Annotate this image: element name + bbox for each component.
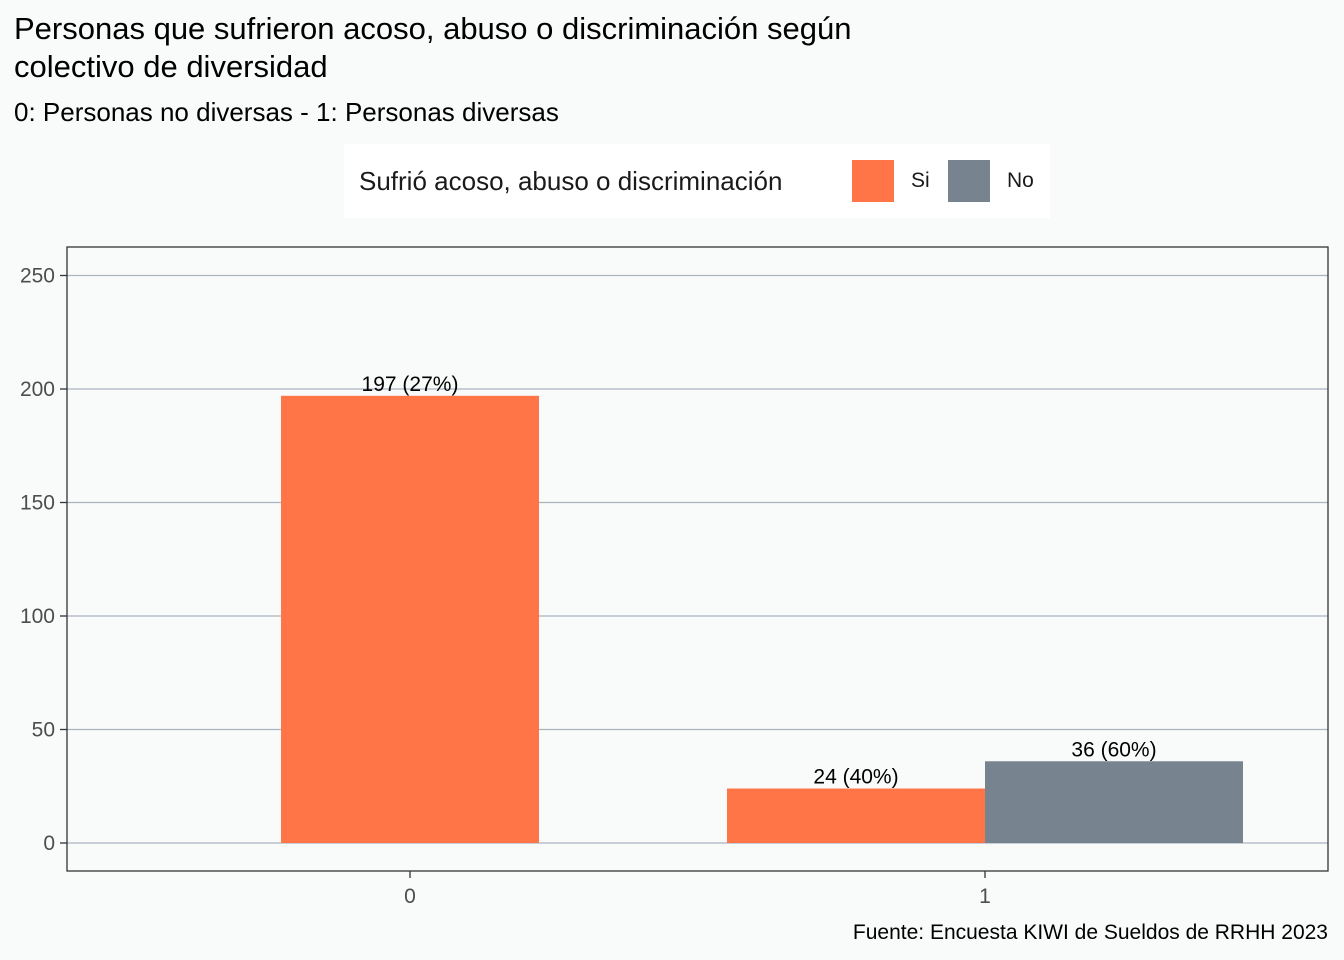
x-tick-label: 0 [404, 885, 416, 908]
data-label: 36 (60%) [1071, 738, 1156, 761]
plot-border [66, 246, 1329, 872]
y-tick-label: 250 [20, 265, 55, 288]
chart-title: Personas que sufrieron acoso, abuso o di… [14, 11, 852, 84]
legend: Sufrió acoso, abuso o discriminación Si … [344, 144, 1050, 218]
legend-title: Sufrió acoso, abuso o discriminación [359, 166, 783, 196]
legend-label-si: Si [911, 169, 930, 192]
y-tick-label: 200 [20, 378, 55, 401]
legend-key-no [948, 160, 990, 202]
bar-no-1 [985, 761, 1243, 843]
chart-caption: Fuente: Encuesta KIWI de Sueldos de RRHH… [852, 921, 1328, 944]
data-label: 24 (40%) [813, 766, 898, 789]
y-tick-label: 150 [20, 492, 55, 515]
bar-si-1 [727, 788, 985, 843]
legend-label-no: No [1007, 169, 1034, 192]
legend-key-si [852, 160, 894, 202]
data-label: 197 (27%) [362, 373, 459, 396]
bar-si-0 [281, 395, 539, 843]
x-tick-label: 1 [979, 885, 991, 908]
chart-subtitle: 0: Personas no diversas - 1: Personas di… [14, 97, 559, 127]
y-tick-label: 50 [32, 719, 55, 742]
y-tick-label: 100 [20, 605, 55, 628]
y-tick-label: 0 [43, 832, 55, 855]
